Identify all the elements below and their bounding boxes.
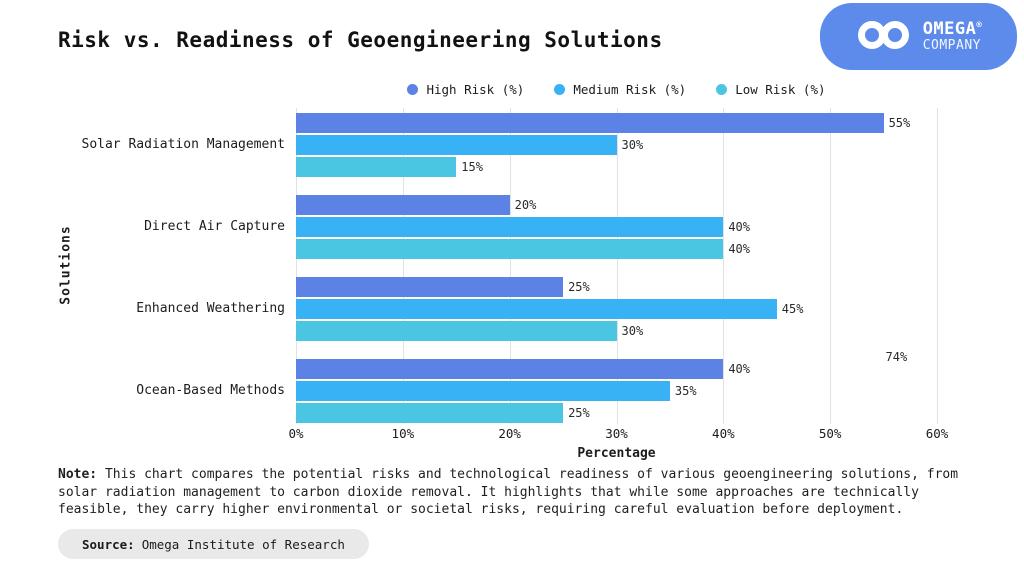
legend-item-low-risk: Low Risk (%) [716, 81, 826, 97]
company-logo: OMEGA® COMPANY [820, 3, 1017, 70]
infinity-icon [855, 17, 913, 57]
bar-medium-risk [296, 299, 777, 319]
gridline [296, 108, 297, 424]
source-badge: Source: Omega Institute of Research [58, 529, 369, 559]
logo-company-word: COMPANY [922, 37, 981, 53]
chart-legend: High Risk (%) Medium Risk (%) Low Risk (… [296, 80, 937, 98]
bar-value-label: 45% [781, 302, 804, 316]
x-tick-label: 60% [925, 426, 949, 441]
bar-row: 30% [296, 135, 937, 155]
low-risk-dot-icon [716, 83, 728, 95]
legend-label: Low Risk (%) [735, 81, 826, 97]
bar-row: 30% [296, 321, 937, 341]
bar-group-1: 55% 30% 15% [296, 113, 937, 177]
bar-group-3: 25% 45% 30% [296, 277, 937, 341]
bar-value-label: 35% [674, 384, 697, 398]
logo-company-name: OMEGA® [922, 18, 983, 39]
legend-item-high-risk: High Risk (%) [407, 82, 524, 97]
x-tick-label: 20% [498, 426, 521, 441]
x-tick-label: 30% [605, 426, 628, 441]
legend-label: Medium Risk (%) [573, 81, 687, 97]
bar-row: 40% [296, 239, 937, 259]
bar-high-risk [296, 195, 510, 215]
bar-value-label: 25% [568, 406, 590, 420]
x-tick-label: 0% [288, 426, 304, 441]
note-body: This chart compares the potential risks … [58, 467, 959, 517]
bar-medium-risk [296, 217, 724, 237]
registered-trademark: ® [976, 20, 983, 31]
x-tick-label: 10% [391, 426, 415, 441]
bar-low-risk [296, 321, 617, 341]
bar-medium-risk [296, 381, 670, 401]
category-label: Enhanced Weathering [136, 301, 285, 316]
legend-item-medium-risk: Medium Risk (%) [554, 82, 686, 97]
x-axis-ticks: 0% 10% 20% 30% 40% 50% 60% [288, 426, 948, 442]
note-label: Note: [58, 467, 98, 482]
gridline [830, 108, 832, 424]
x-axis-title: Percentage [577, 446, 656, 461]
bar-row: 40% [296, 217, 937, 237]
category-axis-labels: Solar Radiation Management Direct Air Cap… [40, 110, 286, 424]
category-label: Direct Air Capture [144, 219, 285, 234]
bar-row: 20% [296, 195, 937, 215]
floating-value-label: 74% [885, 350, 908, 364]
page-title: Risk vs. Readiness of Geoengineering Sol… [58, 28, 663, 52]
high-risk-dot-icon [407, 83, 419, 95]
gridline [937, 108, 938, 424]
bar-value-label: 20% [514, 198, 537, 212]
bar-high-risk [296, 277, 564, 297]
gridline [723, 108, 725, 424]
bar-value-label: 25% [568, 280, 590, 294]
bar-high-risk [296, 113, 884, 133]
source-text: Omega Institute of Research [141, 536, 345, 552]
bar-row: 55% [296, 113, 937, 133]
source-label: Source: [82, 536, 135, 552]
legend-label: High Risk (%) [426, 81, 525, 97]
chart-note: Note: This chart compares the potential … [58, 466, 976, 519]
bar-value-label: 40% [728, 242, 751, 256]
bar-row: 15% [296, 157, 937, 177]
bar-medium-risk [296, 135, 617, 155]
bar-value-label: 40% [728, 362, 751, 376]
bar-row: 25% [296, 277, 937, 297]
gridline [402, 108, 404, 424]
medium-risk-dot-icon [554, 83, 566, 95]
bar-row: 35% [296, 381, 937, 401]
category-label: Solar Radiation Management [81, 137, 286, 152]
category-label: Ocean-Based Methods [136, 383, 285, 398]
bar-group-2: 20% 40% 40% [296, 195, 937, 259]
logo-text: OMEGA® COMPANY [922, 18, 983, 53]
gridline [616, 108, 618, 424]
bar-value-label: 55% [888, 116, 911, 130]
bar-group-4: 40% 35% 25% [296, 359, 937, 423]
bar-row: 25% [296, 403, 937, 423]
bar-value-label: 15% [461, 160, 483, 174]
bar-value-label: 30% [621, 324, 644, 338]
bar-low-risk [296, 157, 457, 177]
x-tick-label: 40% [712, 426, 735, 441]
x-tick-label: 50% [818, 426, 842, 441]
bar-value-label: 40% [728, 220, 751, 234]
bar-low-risk [296, 239, 724, 259]
bar-low-risk [296, 403, 564, 423]
bar-high-risk [296, 359, 724, 379]
bar-value-label: 30% [621, 138, 644, 152]
bar-row: 45% [296, 299, 937, 319]
bar-chart-plot-area: 55% 30% 15% 20% 40% 40% 25% 45% 30% 40% 35% 25% 74% [296, 108, 938, 424]
gridline [509, 108, 511, 424]
bar-row: 40% [296, 359, 937, 379]
